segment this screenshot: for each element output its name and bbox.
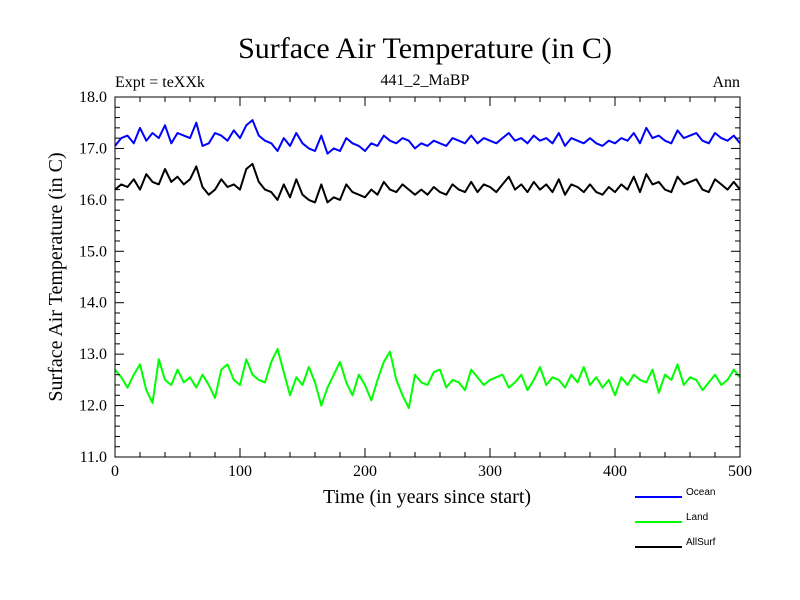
- x-tick-label: 0: [111, 463, 119, 480]
- y-axis-label: Surface Air Temperature (in C): [45, 152, 67, 401]
- legend: Ocean Land AllSurf: [635, 487, 716, 548]
- y-tick-label: 16.0: [79, 192, 107, 209]
- x-axis-label: Time (in years since start): [323, 486, 531, 508]
- legend-label-land: Land: [686, 512, 708, 523]
- x-tick-label: 400: [603, 463, 627, 480]
- x-tick-label: 300: [478, 463, 502, 480]
- series-line-land: [114, 348, 741, 410]
- plot-frame: [114, 96, 741, 458]
- y-tick-label: 15.0: [79, 243, 107, 260]
- x-tick-label: 500: [728, 463, 752, 480]
- axis-layer: 0 100 200 300 400 500 11.0 12.0 13.0 14.0 15.0 16.0…: [79, 89, 752, 480]
- chart-subtitle: 441_2_MaBP: [381, 72, 470, 89]
- experiment-label: Expt = teXXk: [115, 74, 205, 91]
- y-tick-label: 17.0: [79, 140, 107, 157]
- y-tick-label: 14.0: [79, 295, 107, 312]
- series-layer: [114, 119, 741, 410]
- chart-title: Surface Air Temperature (in C): [238, 32, 612, 65]
- y-tick-label: 18.0: [79, 89, 107, 106]
- x-tick-label: 100: [228, 463, 252, 480]
- series-line-allsurf: [114, 162, 741, 204]
- x-tick-label: 200: [353, 463, 377, 480]
- period-label: Ann: [712, 74, 740, 91]
- y-tick-label: 12.0: [79, 398, 107, 415]
- y-tick-label: 13.0: [79, 346, 107, 363]
- legend-label-allsurf: AllSurf: [686, 537, 716, 548]
- series-line-ocean: [114, 119, 741, 155]
- y-tick-label: 11.0: [80, 449, 107, 466]
- legend-label-ocean: Ocean: [686, 487, 715, 498]
